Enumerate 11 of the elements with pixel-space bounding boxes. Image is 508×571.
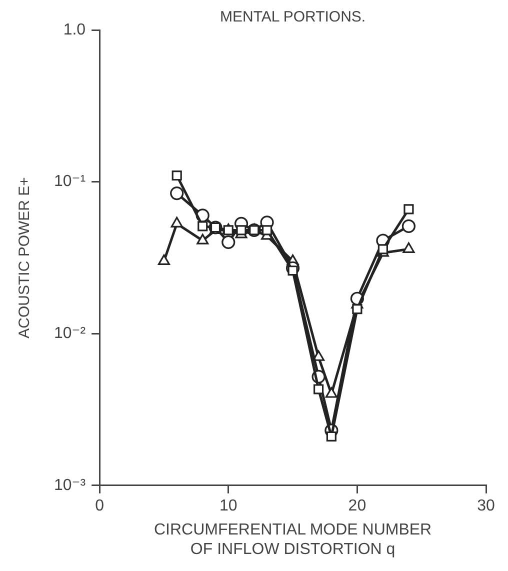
y-tick-label: 10⁻³ [54,476,86,494]
y-tick-label: 10⁻¹ [54,173,86,190]
text: MENTAL PORTIONS. [220,8,366,26]
x-tick-label: 10 [219,497,238,514]
y-tick-label: 1.0 [63,21,86,38]
y-axis-title: ACOUSTIC POWER E+ [16,176,34,338]
x-tick-label: 30 [477,497,495,514]
x-tick-label: 20 [348,497,366,514]
x-tick-label: 0 [95,497,104,514]
y-tick-label: 10⁻² [54,325,86,342]
x-axis-title: CIRCUMFERENTIAL MODE NUMBER OF INFLOW DISTORTION q [154,522,432,558]
